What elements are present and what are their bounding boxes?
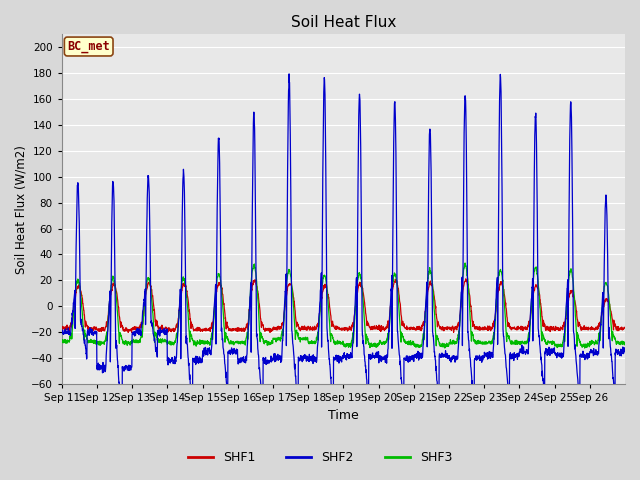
Y-axis label: Soil Heat Flux (W/m2): Soil Heat Flux (W/m2) — [15, 144, 28, 274]
Text: BC_met: BC_met — [67, 40, 110, 53]
X-axis label: Time: Time — [328, 409, 358, 422]
Title: Soil Heat Flux: Soil Heat Flux — [291, 15, 396, 30]
Legend: SHF1, SHF2, SHF3: SHF1, SHF2, SHF3 — [182, 446, 458, 469]
